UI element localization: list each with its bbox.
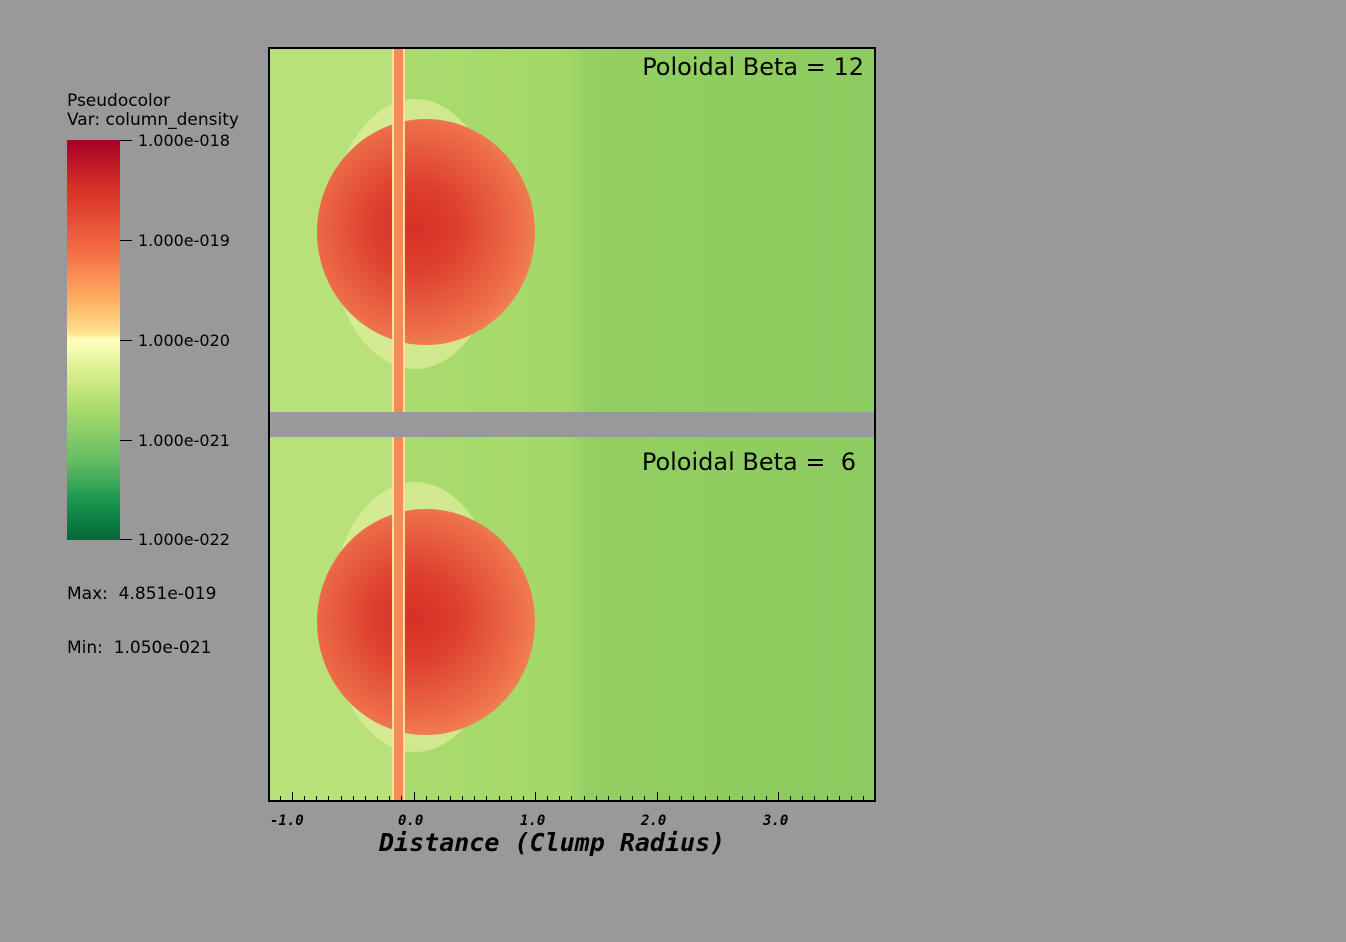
x-minor-tick bbox=[426, 796, 427, 801]
panel-title: Poloidal Beta = 12 bbox=[642, 53, 864, 81]
x-minor-tick bbox=[474, 796, 475, 801]
colorbar-tick bbox=[120, 440, 132, 441]
x-minor-tick bbox=[571, 796, 572, 801]
x-minor-tick bbox=[790, 796, 791, 801]
clump bbox=[317, 509, 535, 735]
x-minor-tick bbox=[462, 796, 463, 801]
x-minor-tick bbox=[559, 796, 560, 801]
legend-variable: Var: column_density bbox=[67, 110, 239, 130]
x-minor-tick bbox=[280, 796, 281, 801]
x-minor-tick bbox=[839, 796, 840, 801]
x-minor-tick bbox=[523, 796, 524, 801]
plot-frame: Poloidal Beta = 12 Poloidal Beta = 6 bbox=[268, 47, 876, 802]
x-minor-tick bbox=[729, 796, 730, 801]
colorbar-tick bbox=[120, 240, 132, 241]
x-minor-tick bbox=[802, 796, 803, 801]
x-minor-tick bbox=[814, 796, 815, 801]
x-minor-tick bbox=[632, 796, 633, 801]
jet bbox=[394, 49, 403, 412]
x-major-tick bbox=[292, 792, 293, 801]
x-minor-tick bbox=[268, 796, 269, 801]
colorbar-tick-label: 1.000e-020 bbox=[138, 331, 230, 350]
colorbar-tick-label: 1.000e-021 bbox=[138, 431, 230, 450]
colorbar-tick bbox=[120, 140, 132, 141]
x-minor-tick bbox=[401, 796, 402, 801]
x-tick-label: 2.0 bbox=[641, 813, 667, 829]
legend-plot-type: Pseudocolor bbox=[67, 91, 171, 111]
panel-title: Poloidal Beta = 6 bbox=[641, 448, 856, 476]
x-minor-tick bbox=[851, 796, 852, 801]
x-axis-line bbox=[268, 800, 876, 802]
colorbar-tick-label: 1.000e-022 bbox=[138, 530, 230, 549]
colorbar-tick-label: 1.000e-019 bbox=[138, 231, 230, 250]
x-minor-tick bbox=[827, 796, 828, 801]
x-major-tick bbox=[535, 792, 536, 801]
x-minor-tick bbox=[499, 796, 500, 801]
x-tick-label: -1.0 bbox=[270, 813, 304, 829]
legend-title: Pseudocolor Var: column_density bbox=[67, 92, 239, 130]
colorbar-tick-label: 1.000e-018 bbox=[138, 131, 230, 150]
panel-top: Poloidal Beta = 12 bbox=[270, 49, 874, 412]
clump bbox=[317, 119, 535, 345]
x-axis-title: Distance (Clump Radius) bbox=[379, 828, 726, 857]
x-minor-tick bbox=[511, 796, 512, 801]
jet bbox=[394, 437, 403, 802]
x-minor-tick bbox=[584, 796, 585, 801]
x-tick-label: 3.0 bbox=[763, 813, 789, 829]
legend-stats: Max: 4.851e-019 Min: 1.050e-021 bbox=[67, 549, 216, 675]
legend-max: Max: 4.851e-019 bbox=[67, 584, 217, 604]
x-minor-tick bbox=[377, 796, 378, 801]
x-tick-label: 1.0 bbox=[520, 813, 546, 829]
colorbar-tick bbox=[120, 539, 132, 540]
x-major-tick bbox=[414, 792, 415, 801]
x-minor-tick bbox=[328, 796, 329, 801]
x-minor-tick bbox=[365, 796, 366, 801]
x-minor-tick bbox=[316, 796, 317, 801]
x-minor-tick bbox=[353, 796, 354, 801]
panel-separator bbox=[270, 412, 874, 437]
x-minor-tick bbox=[304, 796, 305, 801]
x-major-tick bbox=[778, 792, 779, 801]
legend-min: Min: 1.050e-021 bbox=[67, 638, 212, 658]
x-minor-tick bbox=[669, 796, 670, 801]
x-minor-tick bbox=[717, 796, 718, 801]
x-minor-tick bbox=[341, 796, 342, 801]
x-minor-tick bbox=[742, 796, 743, 801]
colorbar bbox=[67, 140, 120, 540]
x-minor-tick bbox=[863, 796, 864, 801]
x-minor-tick bbox=[547, 796, 548, 801]
x-minor-tick bbox=[644, 796, 645, 801]
x-minor-tick bbox=[486, 796, 487, 801]
x-minor-tick bbox=[766, 796, 767, 801]
x-minor-tick bbox=[754, 796, 755, 801]
colorbar-tick bbox=[120, 340, 132, 341]
x-minor-tick bbox=[620, 796, 621, 801]
x-minor-tick bbox=[693, 796, 694, 801]
x-minor-tick bbox=[438, 796, 439, 801]
x-minor-tick bbox=[450, 796, 451, 801]
x-minor-tick bbox=[681, 796, 682, 801]
x-minor-tick bbox=[608, 796, 609, 801]
x-minor-tick bbox=[596, 796, 597, 801]
x-minor-tick bbox=[705, 796, 706, 801]
x-minor-tick bbox=[389, 796, 390, 801]
panel-bottom: Poloidal Beta = 6 bbox=[270, 437, 874, 802]
x-major-tick bbox=[657, 792, 658, 801]
x-tick-label: 0.0 bbox=[398, 813, 424, 829]
